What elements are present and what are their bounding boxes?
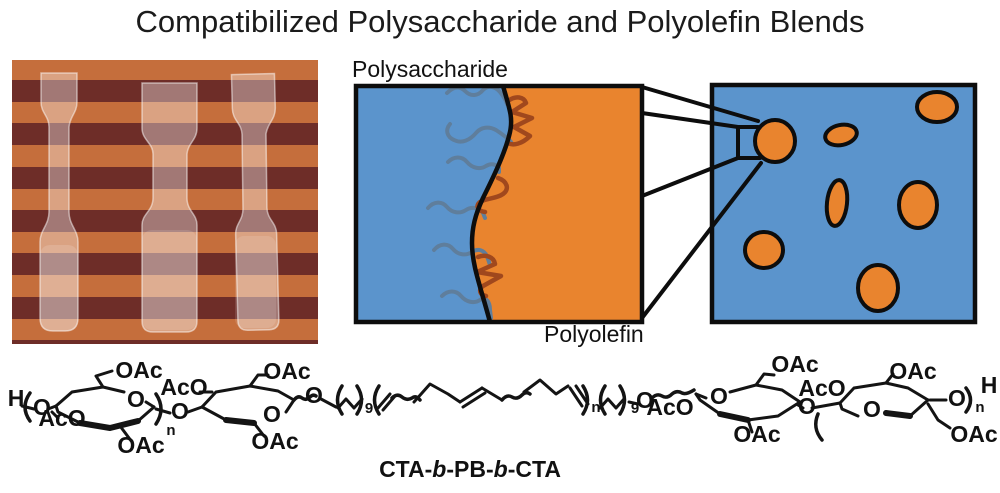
dogbone-specimen-3 — [230, 72, 280, 331]
molecule-name-part: b — [493, 456, 508, 482]
atom-label: H — [8, 385, 25, 411]
specimen-highlight — [235, 236, 276, 328]
atom-label: O — [33, 394, 51, 420]
atom-labels: H O AcO OAc O n OAc O AcO OAc OAc O O 9 … — [8, 351, 998, 458]
stripe — [12, 253, 318, 275]
polyolefin-droplet — [824, 178, 850, 228]
atom-label: O — [171, 398, 189, 424]
atom-label: OAc — [889, 358, 937, 384]
atom-label: O — [863, 396, 881, 422]
atom-label: OAc — [115, 357, 163, 383]
bonds — [20, 369, 973, 444]
subscript-label: 9 — [631, 400, 639, 417]
atom-label: AcO — [646, 394, 693, 420]
polysaccharide-label: Polysaccharide — [352, 56, 508, 82]
dogbone-specimen-2 — [141, 82, 198, 333]
specimen-highlight — [40, 245, 78, 331]
zoom-callout-lines — [640, 85, 763, 320]
atom-label: AcO — [798, 375, 845, 401]
atom-label: OAc — [771, 351, 819, 377]
atom-label: AcO — [160, 374, 207, 400]
molecule-name-part: -PB- — [446, 456, 494, 482]
polymer-chain — [446, 155, 501, 174]
atom-label: OAc — [950, 421, 998, 447]
interface-square — [353, 83, 645, 325]
subscript-label: 9 — [365, 400, 373, 417]
subscript-label: n — [166, 422, 175, 439]
molecule-name-part: CTA- — [379, 456, 433, 482]
stripe — [12, 297, 318, 319]
atom-label: O — [636, 387, 654, 413]
interface-diagram — [353, 82, 978, 325]
interface-square-border — [353, 83, 645, 325]
molecule-name: CTA-b-PB-b-CTA — [330, 456, 610, 483]
tensile-specimens-photo — [12, 60, 318, 344]
polyolefin-droplet — [743, 230, 785, 270]
atom-label: OAc — [263, 358, 311, 384]
polyolefin-droplet — [823, 122, 859, 148]
atom-label: O — [710, 383, 728, 409]
block-copolymer-structure: H O AcO OAc O n OAc O AcO OAc OAc O O 9 … — [8, 351, 998, 458]
polymer-chain — [440, 289, 493, 320]
atom-label: OAc — [251, 428, 299, 454]
specimen-highlight — [142, 230, 197, 330]
polyolefin-droplet — [897, 180, 939, 230]
polyolefin-droplet — [856, 263, 900, 313]
polyolefin-label: Polyolefin — [544, 321, 644, 347]
atom-label: O — [798, 393, 816, 419]
atom-label: H — [981, 372, 998, 398]
molecule-name-part: -CTA — [507, 456, 561, 482]
atom-label: OAc — [117, 432, 165, 458]
atom-label: O — [948, 385, 966, 411]
atom-label: O — [127, 386, 145, 412]
subscript-label: n — [975, 399, 984, 416]
dogbone-specimens — [39, 72, 280, 333]
stripe — [12, 80, 318, 102]
molecule-name-part: b — [432, 456, 447, 482]
interface-line — [469, 85, 514, 323]
polyolefin-droplets — [743, 90, 959, 313]
atom-label: O — [305, 382, 323, 408]
stripe — [12, 167, 318, 189]
atom-label: AcO — [38, 405, 85, 431]
polyolefin-droplet — [915, 90, 959, 124]
callout-box — [736, 125, 762, 160]
polymer-chain — [505, 95, 535, 147]
stripe — [12, 340, 318, 344]
subscript-label: n — [591, 399, 600, 416]
polymer-chain — [432, 242, 492, 267]
figure-title: Compatibilized Polysaccharide and Polyol… — [135, 4, 865, 39]
atom-label: OAc — [733, 421, 781, 447]
polyolefin-droplet — [753, 118, 797, 164]
polymer-chain — [445, 122, 513, 144]
atom-label: O — [263, 401, 281, 427]
dogbone-specimen-1 — [39, 72, 79, 332]
